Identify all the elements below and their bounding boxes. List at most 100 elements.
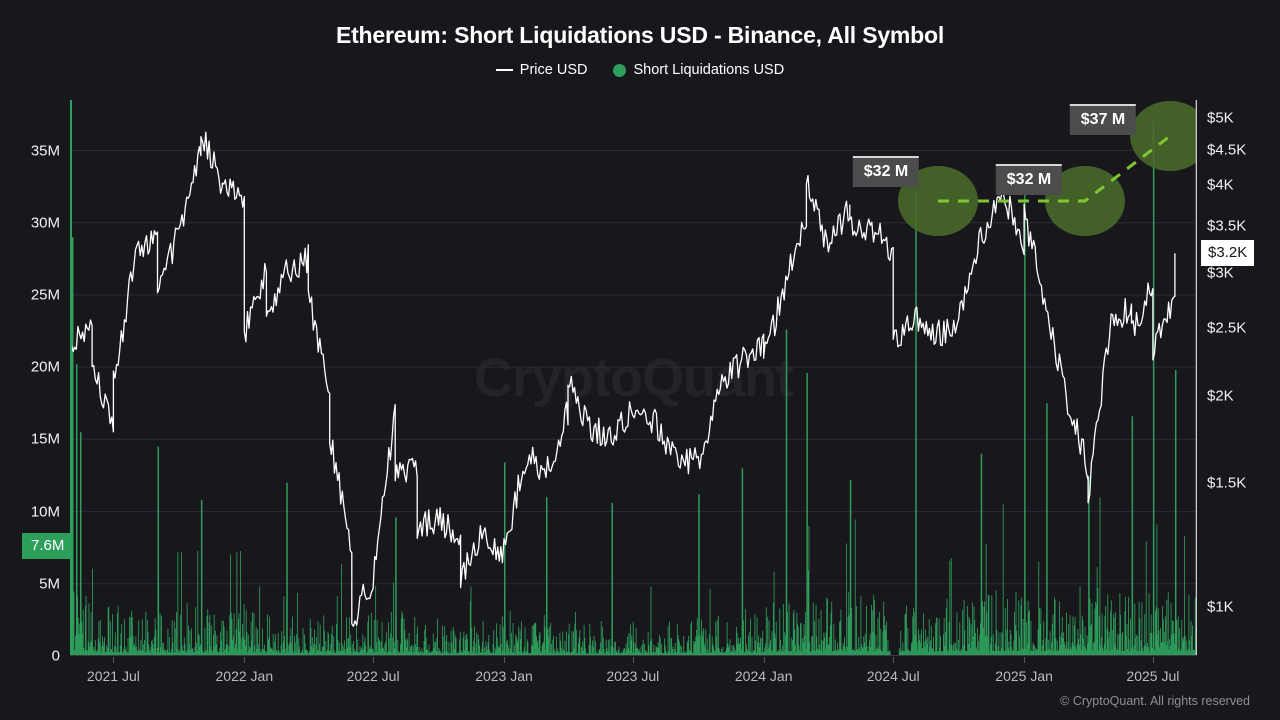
bar xyxy=(253,612,255,656)
bar xyxy=(955,642,956,656)
bar-spike xyxy=(980,453,983,656)
bar xyxy=(686,651,688,656)
bar xyxy=(578,642,579,656)
x-axis-tick: 2025 Jul xyxy=(1126,668,1180,684)
bar xyxy=(992,650,993,656)
bar xyxy=(819,644,821,656)
bar xyxy=(664,638,665,656)
bar xyxy=(798,645,800,656)
bar xyxy=(800,622,802,656)
bar xyxy=(267,639,269,656)
bar xyxy=(1194,650,1196,656)
bar xyxy=(609,638,611,656)
bar xyxy=(872,631,874,656)
bar xyxy=(744,652,746,656)
bar xyxy=(136,646,138,656)
bar xyxy=(398,652,400,656)
y-axis-left-tick: 5M xyxy=(39,575,60,593)
bar xyxy=(725,647,727,656)
bar xyxy=(973,606,975,656)
bar xyxy=(1058,650,1060,656)
bar xyxy=(451,642,453,656)
bar xyxy=(1031,650,1033,656)
bar xyxy=(909,650,911,656)
x-axis-tick-mark xyxy=(373,657,375,663)
bar xyxy=(950,557,952,656)
bar xyxy=(969,619,971,656)
bar xyxy=(1068,649,1070,656)
bar xyxy=(311,636,313,656)
bar xyxy=(925,639,927,656)
bar xyxy=(105,651,107,656)
bar xyxy=(874,651,876,656)
bar xyxy=(1033,645,1035,656)
plot-area[interactable]: CryptoQuant xyxy=(70,100,1197,656)
bar xyxy=(1187,650,1188,656)
bar xyxy=(629,624,631,656)
bar xyxy=(290,628,292,656)
bar xyxy=(1089,598,1091,656)
bar xyxy=(864,642,865,656)
bar-spike xyxy=(849,479,852,656)
bar xyxy=(594,653,596,656)
bar xyxy=(465,635,467,656)
bar xyxy=(740,637,742,656)
bar xyxy=(1007,599,1008,656)
bar xyxy=(620,651,622,656)
bar xyxy=(1064,645,1066,656)
legend-item-short-liquidations[interactable]: Short Liquidations USD xyxy=(613,62,784,78)
legend-item-price[interactable]: Price USD xyxy=(495,62,587,78)
bar xyxy=(639,649,641,656)
bar xyxy=(975,646,977,656)
bar-spike xyxy=(611,502,613,656)
bar xyxy=(116,613,118,656)
bar xyxy=(880,628,882,656)
bar xyxy=(443,636,445,656)
bar xyxy=(408,633,410,656)
bar xyxy=(748,632,750,656)
bar xyxy=(1184,636,1186,656)
bar xyxy=(223,626,225,656)
bar xyxy=(412,646,414,656)
bar xyxy=(378,639,380,656)
bar xyxy=(1049,631,1051,656)
bar xyxy=(753,650,754,656)
bar xyxy=(513,652,515,656)
bar xyxy=(462,651,463,656)
bar xyxy=(600,620,602,656)
bar xyxy=(274,634,276,656)
bar xyxy=(668,651,670,656)
bar xyxy=(882,631,884,656)
bar xyxy=(707,649,709,656)
bar xyxy=(573,631,574,656)
bar xyxy=(801,651,803,656)
bar xyxy=(156,652,157,656)
bar xyxy=(553,635,554,656)
bar xyxy=(790,637,792,656)
bar xyxy=(427,652,429,656)
bar xyxy=(215,644,217,656)
bar xyxy=(988,595,990,656)
bar xyxy=(450,630,452,656)
bar xyxy=(148,644,150,656)
bar xyxy=(92,649,94,656)
bar xyxy=(851,650,853,656)
bar xyxy=(1092,650,1094,656)
bar xyxy=(476,653,478,656)
bar xyxy=(192,648,194,656)
bar xyxy=(99,619,101,656)
bar xyxy=(631,635,633,656)
bar xyxy=(551,653,553,656)
bar xyxy=(246,632,248,656)
bar xyxy=(489,653,491,656)
bar xyxy=(1127,596,1129,656)
bar xyxy=(590,637,591,656)
bar xyxy=(397,650,399,656)
bar xyxy=(940,635,942,656)
bar-spike xyxy=(200,500,203,656)
bar xyxy=(457,652,458,656)
bar xyxy=(94,639,96,656)
bar xyxy=(422,651,424,656)
bar-series-short-liquidations xyxy=(70,121,1197,656)
bar xyxy=(284,635,286,656)
